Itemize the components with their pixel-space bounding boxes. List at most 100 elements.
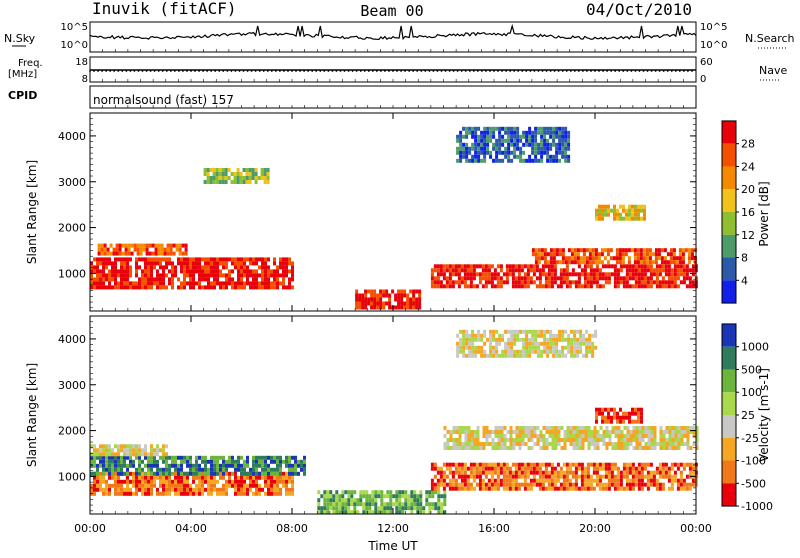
nave-dot [626,70,629,72]
nave-dot [662,70,665,72]
nave-dot [380,70,382,72]
time-tick-label-1: 04:00 [175,522,207,535]
nave-dot [109,70,112,72]
velocity-colorbar-segment-6 [722,460,736,484]
nave-dot [307,70,310,72]
nave-dot [375,70,378,72]
power-band-3 [355,289,422,310]
nave-dot [533,70,536,72]
velocity-ytick-label-1: 2000 [58,425,86,438]
nsky-label: N.Sky [4,32,36,45]
nave-dot [137,70,140,72]
nave-dot [242,70,245,72]
nave-dot [460,70,463,72]
nsky-tick-top: 10^5 [61,22,88,33]
power-band-0 [90,257,294,290]
nave-dot [157,70,160,72]
nave-dot [303,70,305,72]
nave-dot [452,70,455,72]
nave-dot [598,70,600,72]
velocity-ytick-label-3: 4000 [58,333,86,346]
velocity-band-1 [90,455,306,476]
nave-dot [404,70,406,72]
power-colorbar-label-5: 8 [741,252,748,265]
nave-dot [218,70,221,72]
nave-dot [214,70,217,72]
velocity-band-3 [317,490,447,515]
nave-dot [169,70,172,72]
freq-unit-label: [MHz] [8,69,37,80]
velocity-heatmap [90,329,699,515]
nave-dot [371,70,374,72]
nave-dot [416,70,419,72]
nave-dot [448,70,451,72]
nave-dot [319,70,322,72]
nave-dot [525,70,528,72]
freq-tick-top: 18 [75,57,88,68]
velocity-colorbar-label-0: 1000 [741,341,769,354]
nave-dot [182,70,184,72]
nave-dot [602,70,604,72]
nave-dot [141,70,144,72]
nave-dot [274,70,277,72]
nave-dot [149,70,152,72]
nave-dot [339,70,342,72]
nave-dot [258,70,261,72]
nave-dot [687,70,689,72]
velocity-band-0 [90,471,294,496]
power-ylabel: Slant Range [km] [25,160,39,264]
nave-dot [97,70,99,72]
nave-dot [335,70,338,72]
power-heatmap [90,126,698,310]
nave-dot [145,70,148,72]
time-tick-label-5: 20:00 [579,522,611,535]
nave-dot [262,70,265,72]
velocity-ytick-label-0: 1000 [58,470,86,483]
velocity-colorbar-segment-7 [722,483,736,507]
nave-dot [388,70,390,72]
nave-dot [165,70,168,72]
nave-label: Nave [759,64,787,77]
velocity-band-6 [456,329,598,358]
nave-dot [400,70,402,72]
nave-dot [323,70,326,72]
power-colorbar: 28 24 20 16 12 8 4 [721,120,755,304]
nave-dot [113,70,116,72]
power-colorbar-segment-6 [722,257,736,281]
power-colorbar-segment-7 [722,280,736,304]
power-band-6 [456,126,571,163]
velocity-colorbar-label-1: 500 [741,363,762,376]
power-colorbar-segment-3 [722,189,736,212]
nave-dot [670,70,673,72]
power-colorbar-label-4: 12 [741,229,755,242]
nave-dot [634,70,637,72]
nave-dot [606,70,608,72]
velocity-colorbar-segment-0 [722,323,736,347]
nave-dot [355,70,358,72]
nave-dot [206,70,209,72]
velocity-colorbar-label: Velocity [m s-1] [757,368,771,462]
nave-dot [190,70,192,72]
nave-dot [125,70,128,72]
nave-dot [311,70,314,72]
nave-dot [436,70,439,72]
nave-dot [683,70,685,72]
power-colorbar-label-3: 16 [741,206,755,219]
nave-dot [537,70,540,72]
nave-dot [238,70,241,72]
cpid-label: CPID [8,89,37,102]
time-tick-label-6: 00:00 [680,522,712,535]
nave-dot [521,70,524,72]
nave-dot [246,70,249,72]
power-colorbar-label: Power [dB] [757,181,771,246]
power-colorbar-segment-2 [722,166,736,190]
nave-dot [270,70,273,72]
nave-dot [299,70,301,72]
nave-dot [549,70,552,72]
nave-dot [408,70,411,72]
nave-dot [363,70,366,72]
nave-dot [590,70,592,72]
nave-dot [674,70,677,72]
nave-dot [618,70,621,72]
nave-dot [173,70,176,72]
